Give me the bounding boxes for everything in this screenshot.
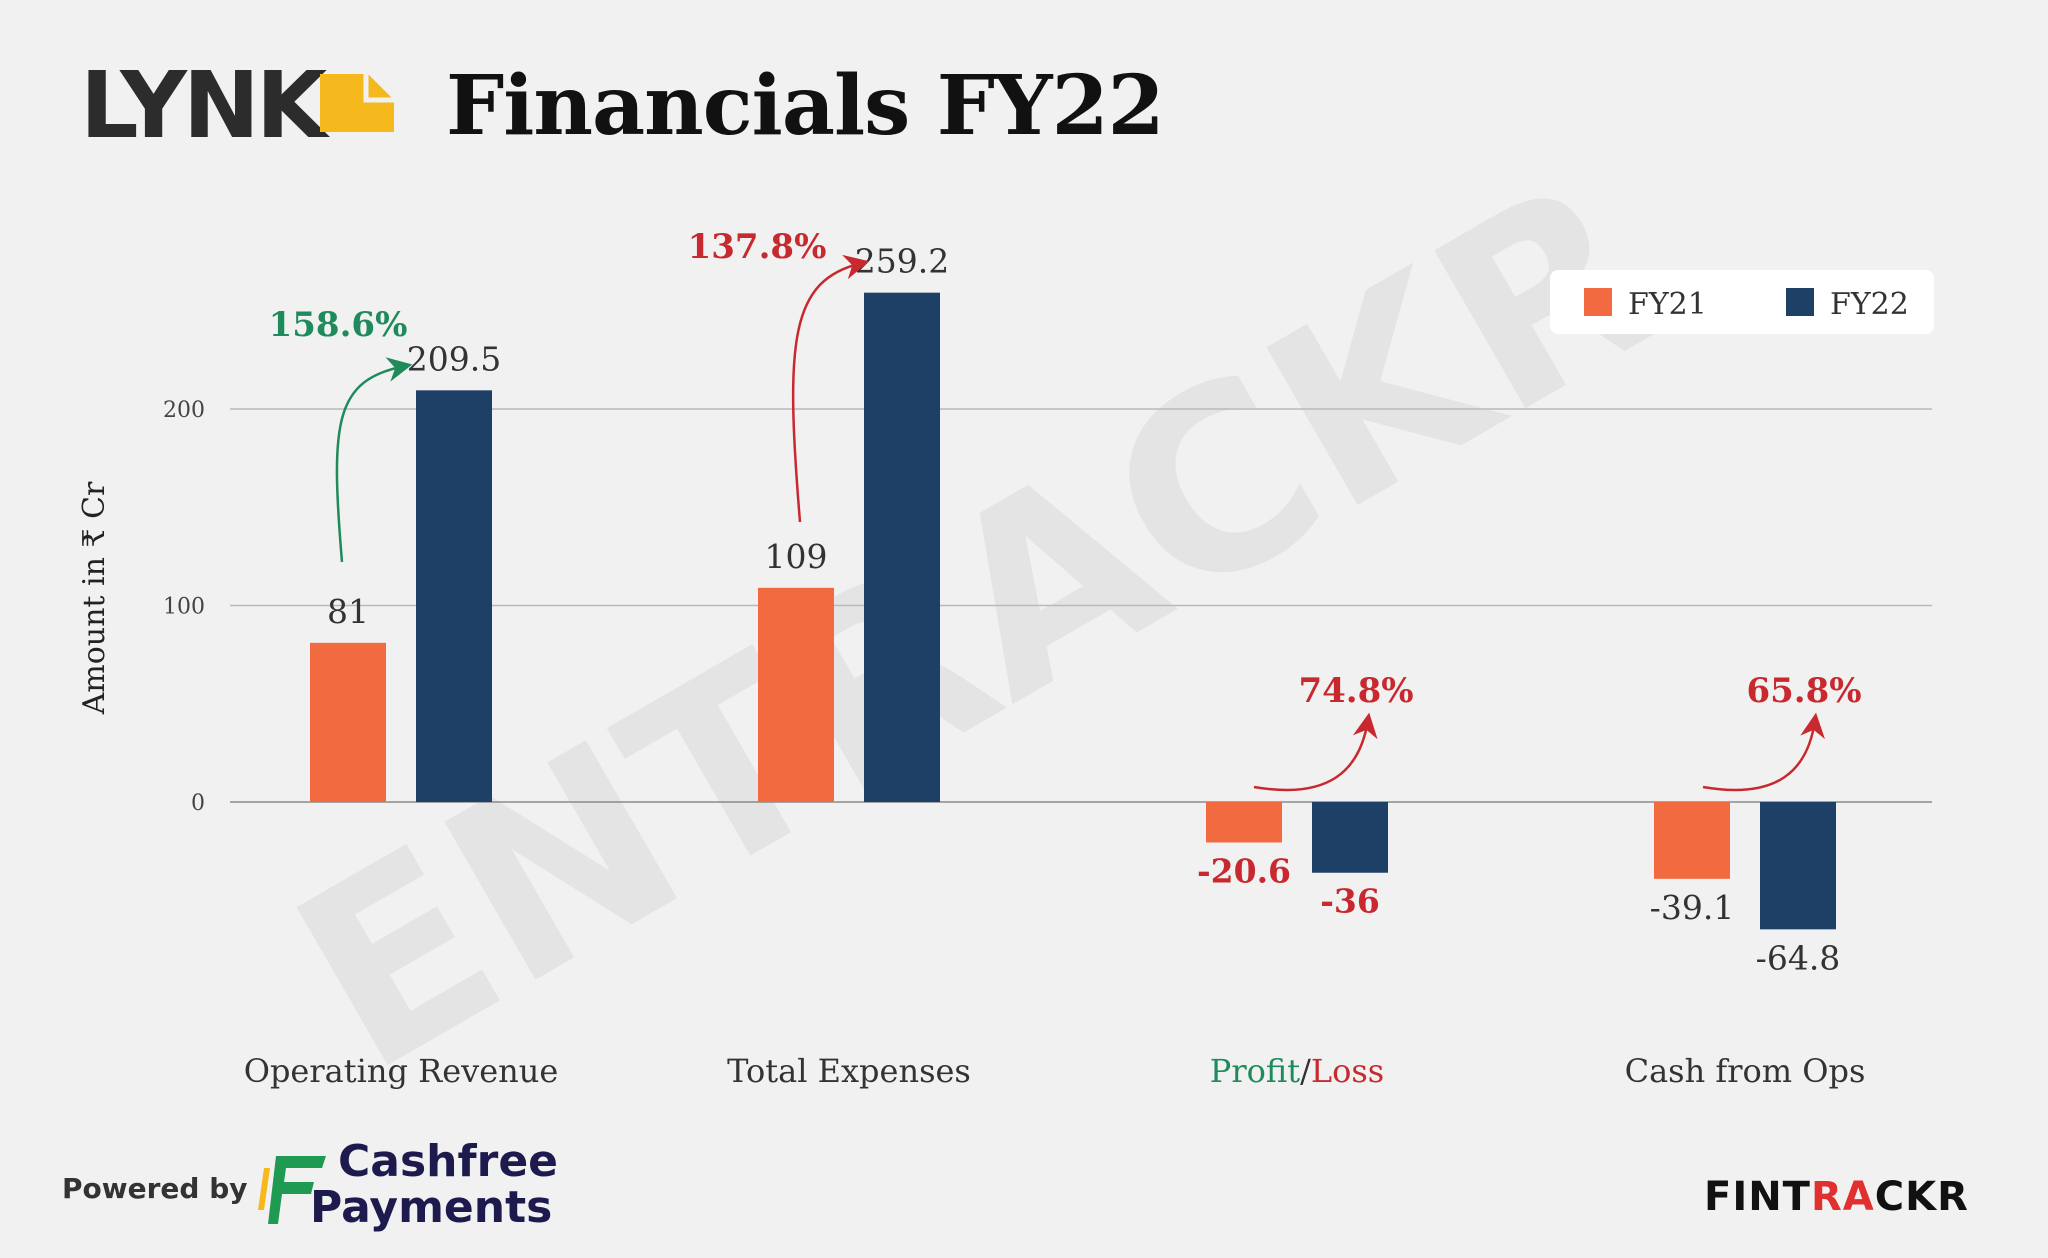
data-label: -20.6 (1197, 851, 1291, 890)
x-tick-label: Profit/Loss (1210, 1052, 1384, 1090)
y-axis: 0 100 200 Amount in ₹ Cr (77, 398, 205, 816)
page-title: Financials FY22 (446, 58, 1165, 154)
brand-logo-text: LYNK (80, 52, 327, 159)
bar-fy22-4 (1760, 802, 1836, 930)
legend: FY21 FY22 (1550, 270, 1934, 334)
bar-fy21-3 (1206, 802, 1282, 843)
x-tick-label-part: Cash from Ops (1625, 1052, 1866, 1090)
x-tick-label: Total Expenses (727, 1052, 971, 1090)
growth-label: 74.8% (1298, 671, 1413, 711)
growth-annotations: 158.6% 137.8% 74.8% 65.8% (269, 227, 1862, 792)
x-tick-label-part: Loss (1311, 1052, 1384, 1090)
sponsor-name-line2: Payments (310, 1182, 553, 1233)
legend-swatch-fy22 (1786, 288, 1814, 316)
x-tick-label-part: Operating Revenue (244, 1052, 559, 1090)
x-tick-label-part: Total Expenses (727, 1052, 971, 1090)
data-label: -36 (1320, 882, 1380, 921)
legend-swatch-fy21 (1584, 288, 1612, 316)
bar-fy22-2 (864, 292, 940, 802)
data-label: -64.8 (1756, 938, 1841, 977)
grid-lines (230, 408, 1932, 803)
growth-label: 137.8% (688, 227, 827, 267)
bar-fy21-2 (758, 587, 834, 802)
y-tick-label: 100 (163, 595, 205, 620)
brand-logo-icon (320, 74, 394, 132)
growth-label: 65.8% (1746, 671, 1861, 711)
bar-fy22-3 (1312, 802, 1388, 873)
data-label: 259.2 (855, 242, 949, 281)
x-axis-labels: Operating Revenue Total Expenses Profit/Lo… (244, 1052, 1866, 1090)
data-label: 109 (765, 537, 828, 576)
y-tick-label: 200 (163, 398, 205, 423)
data-label: 209.5 (407, 339, 501, 378)
y-tick-label: 0 (191, 791, 205, 816)
legend-box (1550, 270, 1934, 334)
x-tick-label: Cash from Ops (1625, 1052, 1866, 1090)
legend-label: FY22 (1830, 287, 1909, 322)
data-label: -39.1 (1650, 888, 1735, 927)
growth-arrow (791, 254, 870, 523)
sponsor-name-line1: Cashfree (338, 1136, 559, 1187)
y-axis-label: Amount in ₹ Cr (77, 481, 112, 715)
publisher-logo: FINTRACKR (1704, 1174, 1969, 1220)
x-tick-label-part: Profit (1210, 1052, 1300, 1090)
bar-fy21-4 (1654, 802, 1730, 879)
growth-arrow (1253, 712, 1378, 792)
bar-fy22-1 (416, 390, 492, 802)
growth-label: 158.6% (269, 305, 408, 345)
powered-by-text: Powered by (62, 1172, 248, 1205)
data-labels: 81 109 -20.6 -39.1 209.5 259.2 -36 -64.8 (327, 242, 1840, 978)
data-label: 81 (327, 592, 369, 631)
x-tick-label-part: / (1300, 1052, 1311, 1090)
growth-arrow (335, 357, 413, 563)
growth-arrow (1702, 712, 1825, 792)
cashfree-logo-icon (258, 1156, 326, 1224)
publisher-logo-accent: RA (1810, 1174, 1875, 1220)
legend-label: FY21 (1628, 287, 1707, 322)
bar-fy21-1 (310, 642, 386, 802)
x-tick-label: Operating Revenue (244, 1052, 559, 1090)
bars (310, 292, 1836, 930)
